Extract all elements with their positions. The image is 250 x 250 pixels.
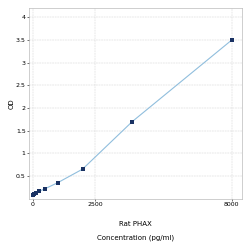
Point	[34, 191, 38, 195]
Point	[31, 193, 35, 197]
Y-axis label: OD: OD	[8, 98, 14, 109]
Point	[230, 38, 234, 42]
Point	[56, 181, 60, 185]
Point	[130, 120, 134, 124]
Point	[32, 192, 36, 196]
Point	[37, 189, 41, 193]
Point	[80, 167, 84, 171]
Text: Rat PHAX: Rat PHAX	[119, 222, 152, 228]
Point	[32, 192, 36, 196]
Text: Concentration (pg/ml): Concentration (pg/ml)	[97, 235, 174, 241]
Point	[43, 187, 47, 191]
